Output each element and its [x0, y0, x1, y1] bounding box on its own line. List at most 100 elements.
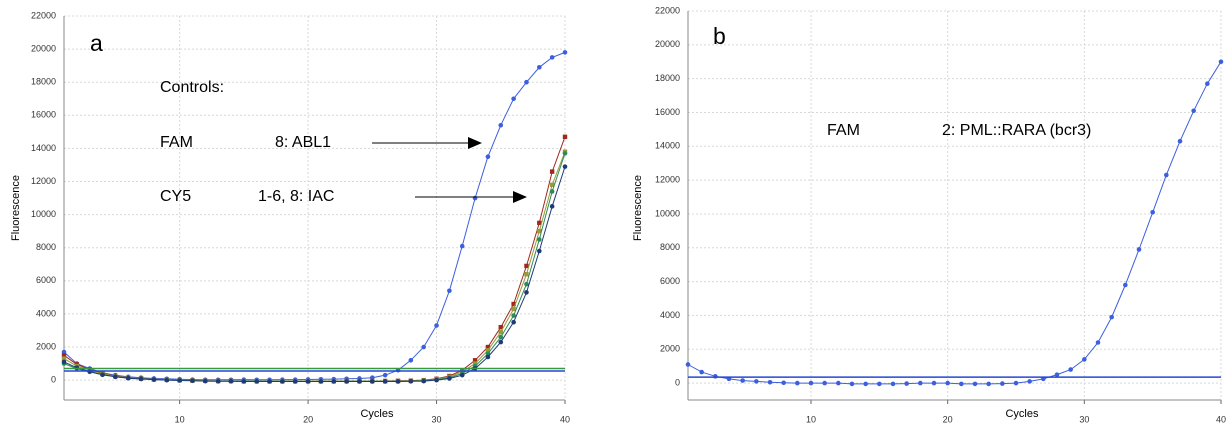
y-tick-label: 10000	[31, 209, 56, 219]
point	[434, 377, 439, 383]
annotation: Controls:	[160, 79, 224, 96]
point	[699, 369, 704, 375]
point	[472, 195, 478, 201]
point	[1095, 340, 1101, 345]
annotation: FAM	[827, 122, 860, 139]
point	[524, 263, 529, 269]
point	[890, 381, 896, 387]
point	[945, 380, 950, 386]
point	[292, 379, 298, 384]
point	[1000, 381, 1005, 386]
y-tick-label: 0	[51, 375, 56, 385]
point	[151, 377, 157, 382]
point	[685, 362, 691, 367]
point	[537, 248, 542, 254]
point	[1123, 282, 1128, 288]
point	[754, 379, 759, 384]
point	[190, 378, 195, 384]
point	[562, 50, 568, 55]
arrow-head	[513, 191, 527, 203]
x-axis-label: Cycles	[360, 408, 394, 420]
point	[562, 134, 568, 140]
point	[511, 301, 516, 307]
point	[498, 334, 504, 340]
point	[1191, 108, 1196, 114]
point	[931, 380, 937, 386]
point	[849, 381, 855, 387]
point	[485, 348, 491, 353]
y-tick-label: 2000	[660, 344, 680, 354]
point	[1164, 172, 1169, 178]
point	[959, 381, 964, 387]
point	[485, 344, 491, 350]
point	[562, 151, 568, 156]
point	[498, 324, 503, 330]
point	[1218, 59, 1224, 65]
y-tick-label: 22000	[31, 10, 56, 20]
point	[863, 381, 868, 387]
point	[1013, 380, 1019, 386]
point	[203, 378, 208, 384]
point	[421, 344, 426, 350]
point	[972, 381, 978, 387]
series-line	[63, 51, 566, 381]
point	[125, 375, 131, 381]
y-axis-label: Fluorescence	[10, 175, 22, 241]
annotation: 1-6, 8: IAC	[258, 188, 334, 205]
x-tick-label: 40	[1216, 414, 1226, 424]
point	[61, 356, 67, 361]
point	[549, 169, 555, 174]
point	[498, 122, 504, 128]
point	[267, 379, 272, 384]
point	[408, 378, 414, 384]
point	[370, 379, 375, 384]
point	[781, 380, 786, 386]
y-tick-label: 14000	[31, 143, 56, 153]
point	[836, 380, 841, 386]
y-tick-label: 10000	[655, 208, 680, 218]
point	[280, 379, 285, 384]
point	[498, 339, 504, 345]
point	[795, 380, 800, 386]
point	[986, 381, 991, 387]
y-tick-label: 18000	[31, 77, 56, 87]
annotation: CY5	[160, 188, 191, 205]
y-tick-label: 2000	[36, 341, 56, 351]
series-line	[63, 136, 566, 382]
point	[822, 380, 827, 386]
y-tick-label: 20000	[31, 43, 56, 53]
point	[61, 353, 67, 358]
x-tick-label: 10	[175, 414, 185, 424]
x-tick-label: 20	[303, 414, 313, 424]
point	[382, 379, 388, 384]
point	[1082, 357, 1087, 362]
point	[511, 306, 516, 312]
series-line	[687, 61, 1222, 385]
y-tick-label: 20000	[655, 39, 680, 49]
point	[61, 359, 67, 365]
point	[228, 378, 234, 384]
point	[485, 154, 491, 159]
point	[408, 357, 414, 363]
point	[357, 379, 362, 384]
point	[215, 378, 221, 384]
panel-a: 0 2000 4000 6000 8000 10000 12000 14000 16000 180…	[10, 10, 570, 424]
series-line	[63, 151, 566, 382]
annotation: 8: ABL1	[275, 134, 331, 151]
point	[344, 379, 349, 384]
point	[1068, 367, 1073, 372]
point	[138, 376, 144, 382]
point	[1054, 372, 1060, 377]
point	[113, 374, 118, 380]
point	[918, 380, 923, 386]
series-line	[63, 166, 566, 382]
point	[524, 272, 529, 277]
point	[472, 358, 478, 363]
x-tick-label: 30	[1079, 414, 1089, 424]
point	[459, 243, 465, 249]
point	[537, 220, 542, 226]
y-tick-label: 4000	[660, 310, 680, 320]
point	[447, 288, 452, 294]
annotation: 2: PML::RARA (bcr3)	[942, 122, 1091, 139]
